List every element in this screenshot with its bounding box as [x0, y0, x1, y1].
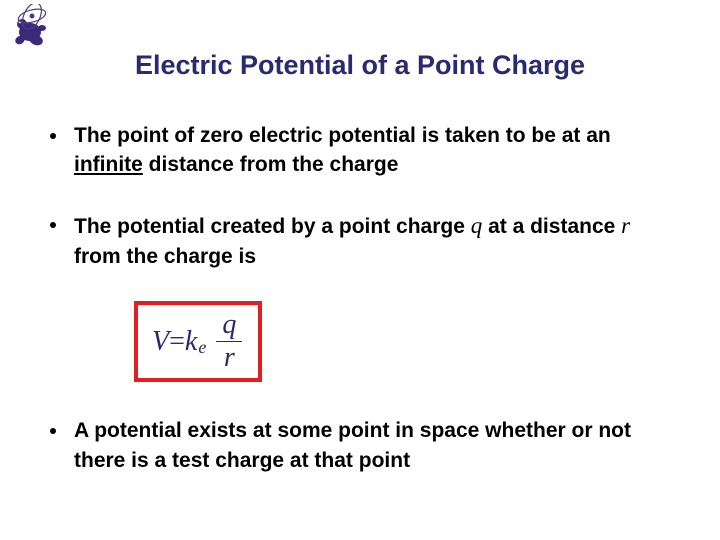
bullet-dot-icon: [50, 428, 56, 434]
bullet-dot-icon: [50, 222, 56, 228]
formula: V = k e q r: [152, 311, 242, 372]
text-fragment: at a distance: [482, 215, 621, 238]
formula-V: V: [152, 326, 169, 358]
text-fragment: from the charge is: [74, 245, 256, 268]
formula-numerator: q: [216, 311, 242, 342]
formula-k: k: [185, 326, 197, 358]
formula-fraction: q r: [216, 311, 242, 372]
bullet-item: The potential created by a point charge …: [50, 210, 680, 272]
text-fragment: distance from the charge: [143, 153, 399, 176]
formula-container: V = k e q r: [134, 301, 680, 382]
bullet-item: A potential exists at some point in spac…: [50, 416, 680, 475]
variable-r: r: [621, 213, 630, 238]
formula-equals: =: [169, 326, 185, 358]
formula-denominator: r: [218, 342, 241, 372]
bullet-item: The point of zero electric potential is …: [50, 121, 680, 180]
formula-box: V = k e q r: [134, 301, 262, 382]
slide-title: Electric Potential of a Point Charge: [0, 0, 720, 81]
text-underlined: infinite: [74, 153, 143, 176]
text-fragment: The potential created by a point charge: [74, 215, 471, 238]
text-fragment: The point of zero electric potential is …: [74, 124, 611, 147]
bullet-text: A potential exists at some point in spac…: [74, 416, 680, 475]
logo-icon: [6, 4, 54, 52]
bullet-dot-icon: [50, 133, 56, 139]
bullet-text: The potential created by a point charge …: [74, 210, 680, 272]
formula-sub-e: e: [198, 337, 206, 358]
bullet-list: The point of zero electric potential is …: [0, 81, 720, 475]
variable-q: q: [471, 213, 483, 238]
bullet-text: The point of zero electric potential is …: [74, 121, 680, 180]
